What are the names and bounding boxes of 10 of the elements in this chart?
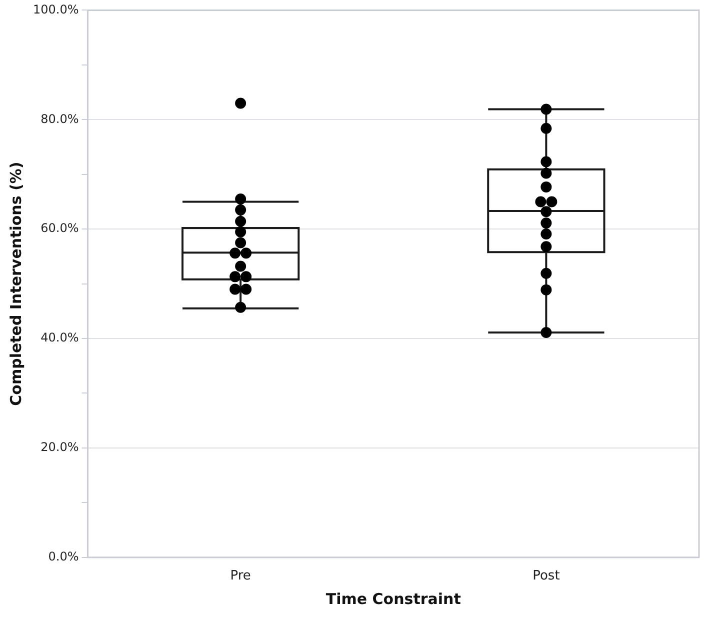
y-tick-label: 40.0%: [40, 330, 79, 345]
x-axis-title: Time Constraint: [326, 590, 461, 608]
y-tick-label: 20.0%: [40, 440, 79, 454]
x-tick-label: Pre: [230, 568, 251, 584]
y-tick-label: 0.0%: [48, 550, 79, 564]
x-tick-label: Post: [532, 568, 560, 584]
y-axis-title: Completed Interventions (%): [6, 162, 25, 406]
y-tick-label: 100.0%: [32, 2, 79, 16]
y-tick-label: 60.0%: [40, 221, 79, 236]
y-tick-label: 80.0%: [40, 112, 79, 126]
